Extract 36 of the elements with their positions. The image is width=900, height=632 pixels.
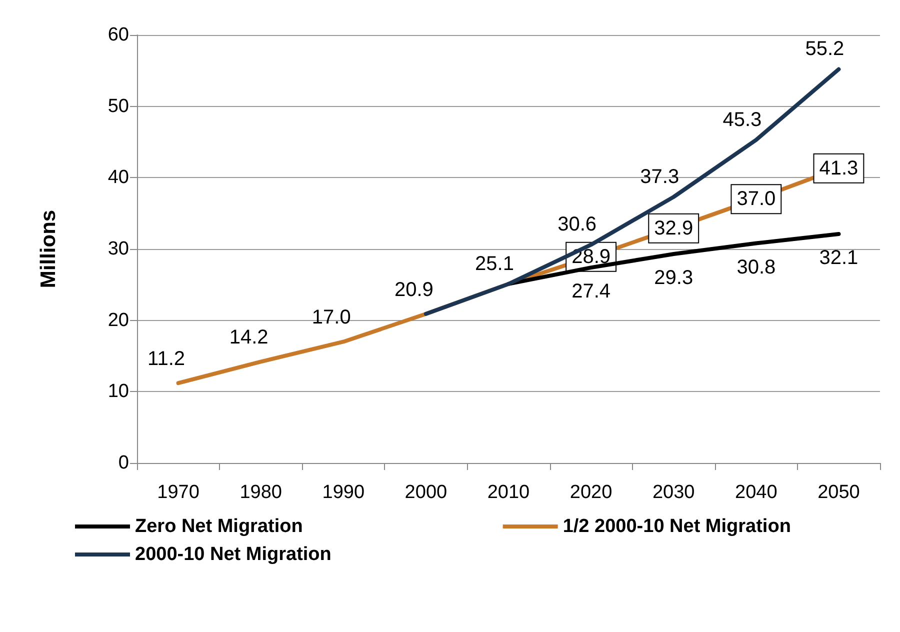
x-tick-label: 2040 (735, 482, 778, 503)
data-label: 20.9 (394, 278, 434, 301)
legend-label: Zero Net Migration (135, 516, 303, 537)
data-label: 14.2 (229, 326, 268, 349)
y-tick-label: 30 (108, 238, 129, 260)
x-tick-label: 1970 (157, 482, 200, 503)
data-label: 27.4 (572, 280, 611, 303)
y-tick-label: 10 (108, 381, 129, 402)
data-label: 37.0 (736, 188, 776, 210)
x-tick-label: 1990 (322, 482, 365, 503)
data-label: 30.8 (736, 256, 776, 278)
legend-label: 2000-10 Net Migration (135, 544, 332, 565)
data-label: 32.9 (654, 217, 694, 240)
data-label: 32.1 (819, 247, 858, 270)
data-label: 41.3 (819, 157, 858, 180)
data-label: 11.2 (148, 348, 186, 370)
y-tick-label: 50 (108, 96, 129, 117)
data-label: 29.3 (654, 266, 694, 289)
x-tick-label: 2030 (652, 482, 695, 503)
y-tick-label: 60 (108, 24, 129, 46)
data-label: 55.2 (805, 38, 844, 60)
y-axis-title: Millions (37, 210, 60, 288)
legend-label: 1/2 2000-10 Net Migration (562, 516, 791, 537)
x-tick-label: 2020 (570, 482, 612, 503)
y-tick-label: 20 (108, 310, 129, 331)
data-label: 25.1 (475, 252, 514, 275)
data-label: 37.3 (640, 166, 680, 188)
data-label: 17.0 (312, 306, 351, 329)
y-tick-label: 0 (118, 452, 129, 474)
x-tick-label: 2050 (818, 482, 860, 503)
x-tick-label: 1980 (240, 482, 282, 503)
y-tick-label: 40 (108, 167, 129, 188)
data-label: 30.6 (558, 214, 597, 236)
x-tick-label: 2010 (487, 482, 530, 503)
x-tick-label: 2000 (404, 482, 448, 503)
data-label: 45.3 (722, 108, 762, 131)
